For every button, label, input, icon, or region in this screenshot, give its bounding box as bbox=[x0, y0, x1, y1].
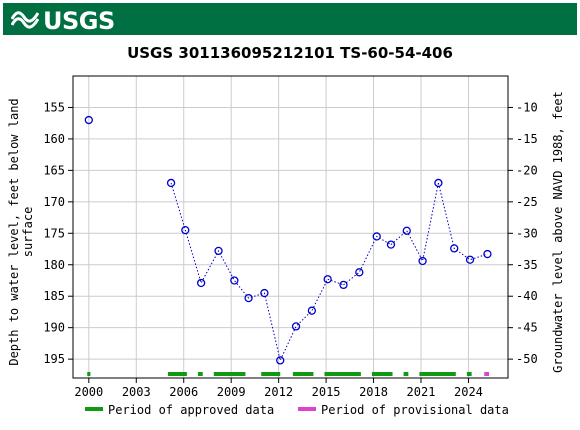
right-y-tick-label: -25 bbox=[516, 195, 538, 209]
chart-title: USGS 301136095212101 TS-60-54-406 bbox=[127, 44, 453, 62]
right-y-tick-label: -35 bbox=[516, 258, 538, 272]
x-tick-label: 2006 bbox=[169, 385, 198, 399]
left-y-tick-label: 165 bbox=[43, 163, 65, 177]
right-y-tick-label: -10 bbox=[516, 100, 538, 114]
data-point bbox=[84, 115, 93, 125]
data-point bbox=[291, 322, 301, 331]
data-point bbox=[386, 240, 396, 249]
x-tick-label: 2012 bbox=[264, 385, 293, 399]
legend-provisional-label: Period of provisional data bbox=[321, 403, 509, 417]
data-point bbox=[307, 306, 317, 315]
data-point bbox=[483, 249, 492, 259]
data-point bbox=[339, 280, 348, 290]
right-y-tick-label: -40 bbox=[516, 289, 538, 303]
data-point bbox=[230, 276, 239, 285]
data-point bbox=[260, 288, 269, 298]
usgs-wave-icon bbox=[11, 11, 39, 29]
right-y-tick-label: -20 bbox=[516, 163, 538, 177]
data-point bbox=[418, 256, 427, 266]
left-y-tick-label: 170 bbox=[43, 195, 65, 209]
x-tick-label: 2021 bbox=[407, 385, 436, 399]
x-tick-label: 2024 bbox=[454, 385, 483, 399]
left-axis-label-line1: Depth to water level, feet below land bbox=[7, 98, 21, 365]
grid-lines bbox=[73, 76, 508, 378]
legend: Period of approved data Period of provis… bbox=[85, 403, 509, 417]
x-tick-label: 2018 bbox=[359, 385, 388, 399]
x-tick-label: 2000 bbox=[74, 385, 103, 399]
x-tick-label: 2009 bbox=[217, 385, 246, 399]
data-point bbox=[465, 255, 475, 264]
right-y-tick-label: -45 bbox=[516, 321, 538, 335]
data-point bbox=[196, 278, 206, 288]
data-points bbox=[84, 115, 492, 365]
right-y-tick-label: -50 bbox=[516, 352, 538, 366]
trend-line-segment bbox=[437, 182, 488, 261]
left-y-tick-label: 160 bbox=[43, 132, 65, 146]
data-point bbox=[355, 268, 364, 277]
left-y-tick-label: 195 bbox=[43, 352, 65, 366]
left-y-axis-ticks: 155 160 165 170 175 180 185 190 195 bbox=[43, 100, 73, 366]
usgs-banner: USGS bbox=[0, 0, 580, 38]
data-point bbox=[450, 244, 459, 253]
right-y-tick-label: -15 bbox=[516, 132, 538, 146]
x-tick-label: 2003 bbox=[122, 385, 151, 399]
left-y-tick-label: 180 bbox=[43, 258, 65, 272]
left-y-tick-label: 190 bbox=[43, 321, 65, 335]
legend-approved-label: Period of approved data bbox=[108, 403, 274, 417]
trend-line-segment bbox=[170, 182, 344, 362]
trend-line-segment bbox=[406, 182, 439, 263]
data-point bbox=[166, 178, 176, 188]
plot-frame bbox=[72, 75, 509, 379]
data-point bbox=[244, 293, 253, 303]
x-tick-label: 2015 bbox=[312, 385, 341, 399]
banner-bar: USGS bbox=[3, 3, 577, 35]
right-y-tick-label: -30 bbox=[516, 226, 538, 240]
left-y-tick-label: 185 bbox=[43, 289, 65, 303]
left-y-tick-label: 175 bbox=[43, 226, 65, 240]
left-axis-label-line2: surface bbox=[21, 207, 35, 258]
x-axis-ticks: 2000 2003 2006 2009 2012 2015 2018 2021 2024 bbox=[74, 378, 483, 399]
trend-line-segment bbox=[343, 235, 392, 286]
data-point bbox=[181, 225, 190, 235]
data-point bbox=[372, 232, 381, 241]
data-point bbox=[323, 275, 332, 284]
dotted-trend-lines bbox=[170, 182, 488, 362]
right-axis-label: Groundwater level above NAVD 1988, feet bbox=[551, 91, 565, 373]
data-point bbox=[276, 356, 285, 365]
usgs-logo-text: USGS bbox=[43, 7, 115, 35]
right-y-axis-ticks: -10 -15 -20 -25 -30 -35 -40 -45 -50 bbox=[508, 100, 538, 366]
data-point bbox=[214, 246, 223, 256]
data-point bbox=[402, 226, 411, 235]
data-point bbox=[434, 178, 443, 188]
left-y-tick-label: 155 bbox=[43, 100, 65, 114]
